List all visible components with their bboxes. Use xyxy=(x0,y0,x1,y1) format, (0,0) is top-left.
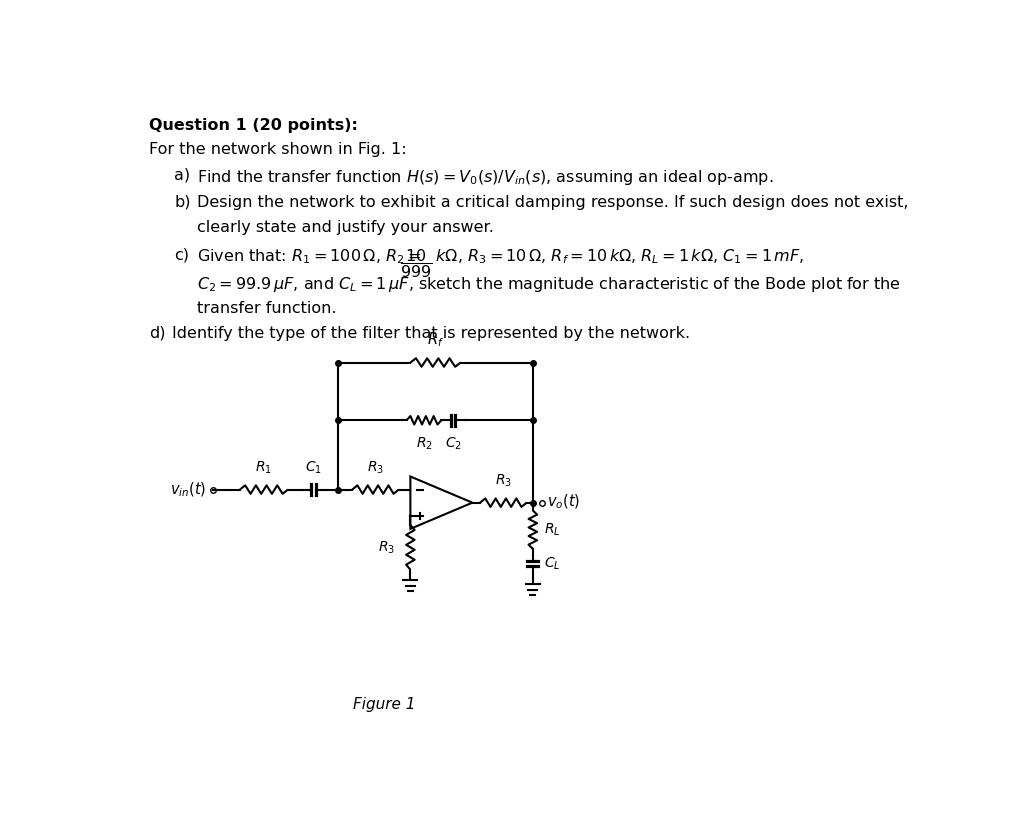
Text: transfer function.: transfer function. xyxy=(197,301,336,316)
Text: $R_L$: $R_L$ xyxy=(544,521,560,538)
Text: $R_1$: $R_1$ xyxy=(255,459,272,476)
Text: $R_f$: $R_f$ xyxy=(427,330,443,349)
Text: For the network shown in Fig. 1:: For the network shown in Fig. 1: xyxy=(149,142,407,157)
Text: Question 1 (20 points):: Question 1 (20 points): xyxy=(149,117,358,132)
Text: Design the network to exhibit a critical damping response. If such design does n: Design the network to exhibit a critical… xyxy=(197,195,908,210)
Text: $R_3$: $R_3$ xyxy=(494,472,512,489)
Text: Given that: $R_1 = 100\,\Omega$, $R_2 = $: Given that: $R_1 = 100\,\Omega$, $R_2 = … xyxy=(197,247,421,266)
Text: clearly state and justify your answer.: clearly state and justify your answer. xyxy=(197,220,493,235)
Text: d): d) xyxy=(149,326,165,341)
Text: $C_1$: $C_1$ xyxy=(305,459,322,476)
Text: $R_2$: $R_2$ xyxy=(415,436,432,452)
Text: $v_o(t)$: $v_o(t)$ xyxy=(546,492,580,511)
Text: $C_2$: $C_2$ xyxy=(444,436,461,452)
Text: $C_2 = 99.9\,\mu F$, and $C_L = 1\,\mu F$, sketch the magnitude characteristic o: $C_2 = 99.9\,\mu F$, and $C_L = 1\,\mu F… xyxy=(197,275,900,294)
Text: b): b) xyxy=(174,195,191,210)
Text: Identify the type of the filter that is represented by the network.: Identify the type of the filter that is … xyxy=(172,326,690,341)
Text: $C_L$: $C_L$ xyxy=(544,556,560,571)
Text: $\dfrac{10}{999}$: $\dfrac{10}{999}$ xyxy=(399,247,432,280)
Text: a): a) xyxy=(174,167,190,182)
Text: Find the transfer function $H(s) = V_0(s)/V_{in}(s)$, assuming an ideal op-amp.: Find the transfer function $H(s) = V_0(s… xyxy=(197,167,772,187)
Text: $R_3$: $R_3$ xyxy=(367,459,383,476)
Text: c): c) xyxy=(174,247,189,262)
Text: $R_3$: $R_3$ xyxy=(377,539,394,556)
Text: Figure 1: Figure 1 xyxy=(353,697,416,712)
Text: $\,k\Omega$, $R_3 = 10\,\Omega$, $R_f = 10\,k\Omega$, $R_L = 1\,k\Omega$, $C_1 =: $\,k\Omega$, $R_3 = 10\,\Omega$, $R_f = … xyxy=(432,247,803,266)
Text: $v_{in}(t)$: $v_{in}(t)$ xyxy=(170,481,206,499)
